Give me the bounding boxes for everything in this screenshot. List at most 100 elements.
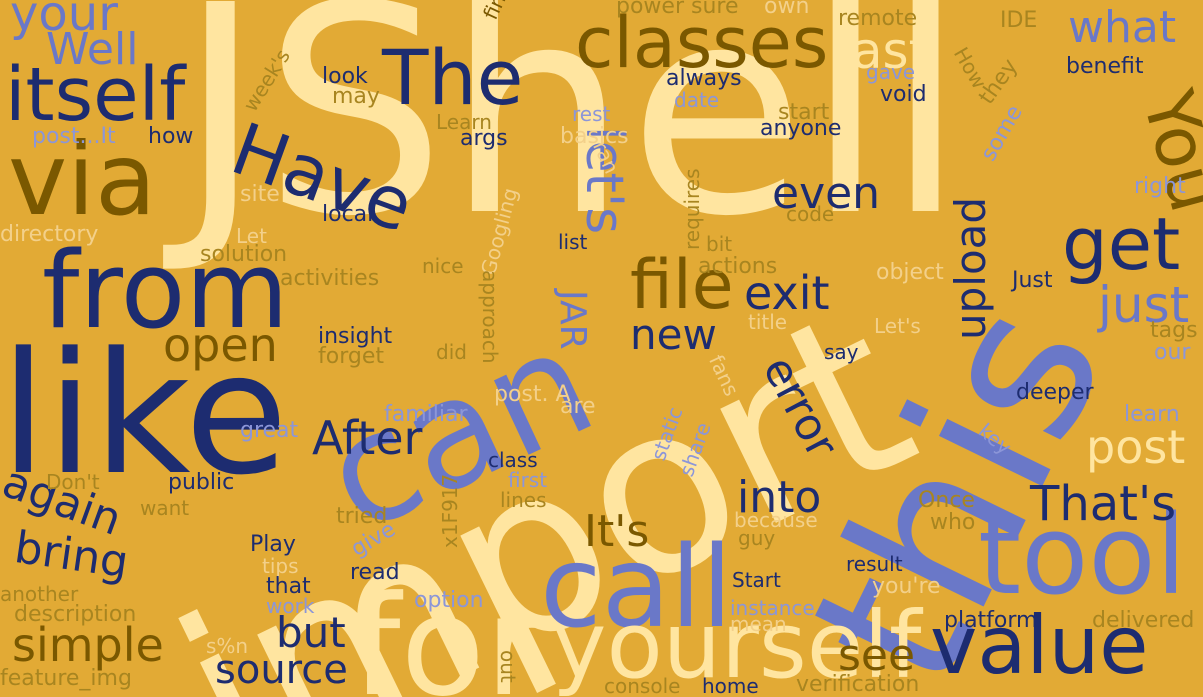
- word-void: void: [880, 82, 927, 107]
- word-start: start: [778, 100, 830, 125]
- word-option: option: [414, 588, 484, 613]
- word-post-it: post...It: [32, 124, 116, 149]
- word-see: see: [838, 630, 916, 681]
- word-because: because: [734, 508, 818, 532]
- word-lets-small: Let's: [874, 314, 921, 338]
- word-just: just: [1098, 276, 1190, 334]
- word-great: great: [240, 418, 299, 443]
- word-nice: nice: [422, 254, 464, 278]
- word-start-cap: Start: [732, 568, 781, 592]
- word-own: own: [764, 0, 810, 19]
- word-verification: verification: [796, 672, 920, 697]
- word-forget: forget: [318, 344, 384, 369]
- word-open: open: [163, 318, 278, 372]
- word-did: did: [436, 340, 467, 364]
- word-how: how: [148, 124, 194, 149]
- word-are: are: [560, 394, 596, 419]
- word-remote: remote: [838, 6, 918, 31]
- word-upload: upload: [946, 196, 995, 340]
- word-approach: approach: [478, 270, 502, 364]
- word-last: last: [838, 22, 929, 80]
- word-but: but: [276, 608, 346, 657]
- word-args: args: [460, 126, 508, 151]
- word-say: say: [824, 340, 859, 364]
- word-public: public: [168, 470, 235, 495]
- word-feature-img: feature_img: [0, 666, 132, 691]
- word-familiar: familiar: [384, 402, 468, 427]
- word-get: get: [1062, 202, 1181, 286]
- word-sn: s%n: [206, 634, 249, 658]
- word-insight: insight: [318, 324, 393, 349]
- word-local: local: [322, 202, 374, 227]
- word-activities: activities: [280, 266, 380, 291]
- word-home: home: [702, 674, 759, 697]
- word-list: list: [558, 230, 588, 254]
- word-ide: IDE: [1000, 8, 1038, 33]
- word-that: that: [266, 574, 311, 599]
- word-via: via: [8, 121, 157, 238]
- word-into: into: [737, 472, 822, 523]
- word-once: Once: [918, 488, 975, 513]
- word-read: read: [350, 560, 400, 585]
- word-let: Let: [236, 224, 267, 248]
- word-date: date: [674, 88, 720, 112]
- word-tips: tips: [262, 554, 299, 578]
- word-right: right: [1134, 174, 1186, 199]
- word-first: first: [508, 468, 548, 492]
- word-description: description: [14, 602, 137, 627]
- word-console: console: [604, 674, 681, 697]
- word-out: out: [496, 650, 520, 683]
- word-bring: bring: [11, 522, 132, 589]
- word-benefit: benefit: [1066, 54, 1144, 79]
- word-instance: instance: [730, 596, 815, 620]
- word-some: some: [976, 101, 1028, 166]
- word-new: new: [630, 310, 717, 359]
- word-code: code: [786, 202, 835, 226]
- word-your: your: [10, 0, 118, 42]
- word-bit: bit: [706, 232, 733, 256]
- word-even: even: [772, 168, 881, 219]
- word-site: site: [240, 182, 280, 207]
- word-deeper: deeper: [1016, 380, 1094, 405]
- word-learn-small: learn: [1124, 402, 1180, 427]
- word-solution: solution: [200, 242, 288, 267]
- word-youre: you're: [872, 574, 941, 599]
- word-thats: That's: [1030, 476, 1177, 532]
- word-source: source: [215, 647, 348, 693]
- word-post-a: post. A: [494, 382, 571, 407]
- word-after: After: [312, 411, 423, 465]
- word-its: It's: [584, 506, 650, 557]
- word-jshell: JShell: [178, 0, 966, 279]
- word-guy: guy: [738, 526, 776, 550]
- word-value: value: [930, 599, 1149, 692]
- word-result: result: [846, 552, 903, 576]
- word-delivered: delivered: [1092, 608, 1195, 633]
- word-tried: tried: [336, 504, 388, 529]
- word-just-small: Just: [1012, 268, 1053, 293]
- word-want: want: [140, 496, 190, 520]
- word-object: object: [876, 260, 944, 285]
- word-call: call: [540, 523, 733, 653]
- word-exit: exit: [744, 266, 830, 320]
- word-actions: actions: [698, 254, 778, 279]
- word-yourself: yourself: [552, 592, 922, 697]
- word-tags: tags: [1150, 318, 1198, 343]
- word-requires: requires: [680, 168, 704, 250]
- word-simple: simple: [12, 618, 164, 672]
- word-anyone: anyone: [760, 116, 842, 141]
- word-platform: platform: [944, 608, 1038, 633]
- word-our: our: [1154, 340, 1191, 365]
- word-directory: directory: [0, 222, 99, 247]
- word-rest: rest: [572, 102, 611, 126]
- word-lines: lines: [500, 488, 547, 512]
- word-like: like: [0, 316, 289, 512]
- word-play: Play: [250, 532, 296, 557]
- word-title: title: [748, 310, 788, 334]
- word-from: from: [42, 229, 289, 352]
- word-always: always: [666, 66, 742, 91]
- word-work: work: [266, 594, 315, 618]
- word-another: another: [0, 582, 79, 606]
- word-gave: gave: [866, 60, 916, 84]
- word-tool: tool: [978, 491, 1187, 619]
